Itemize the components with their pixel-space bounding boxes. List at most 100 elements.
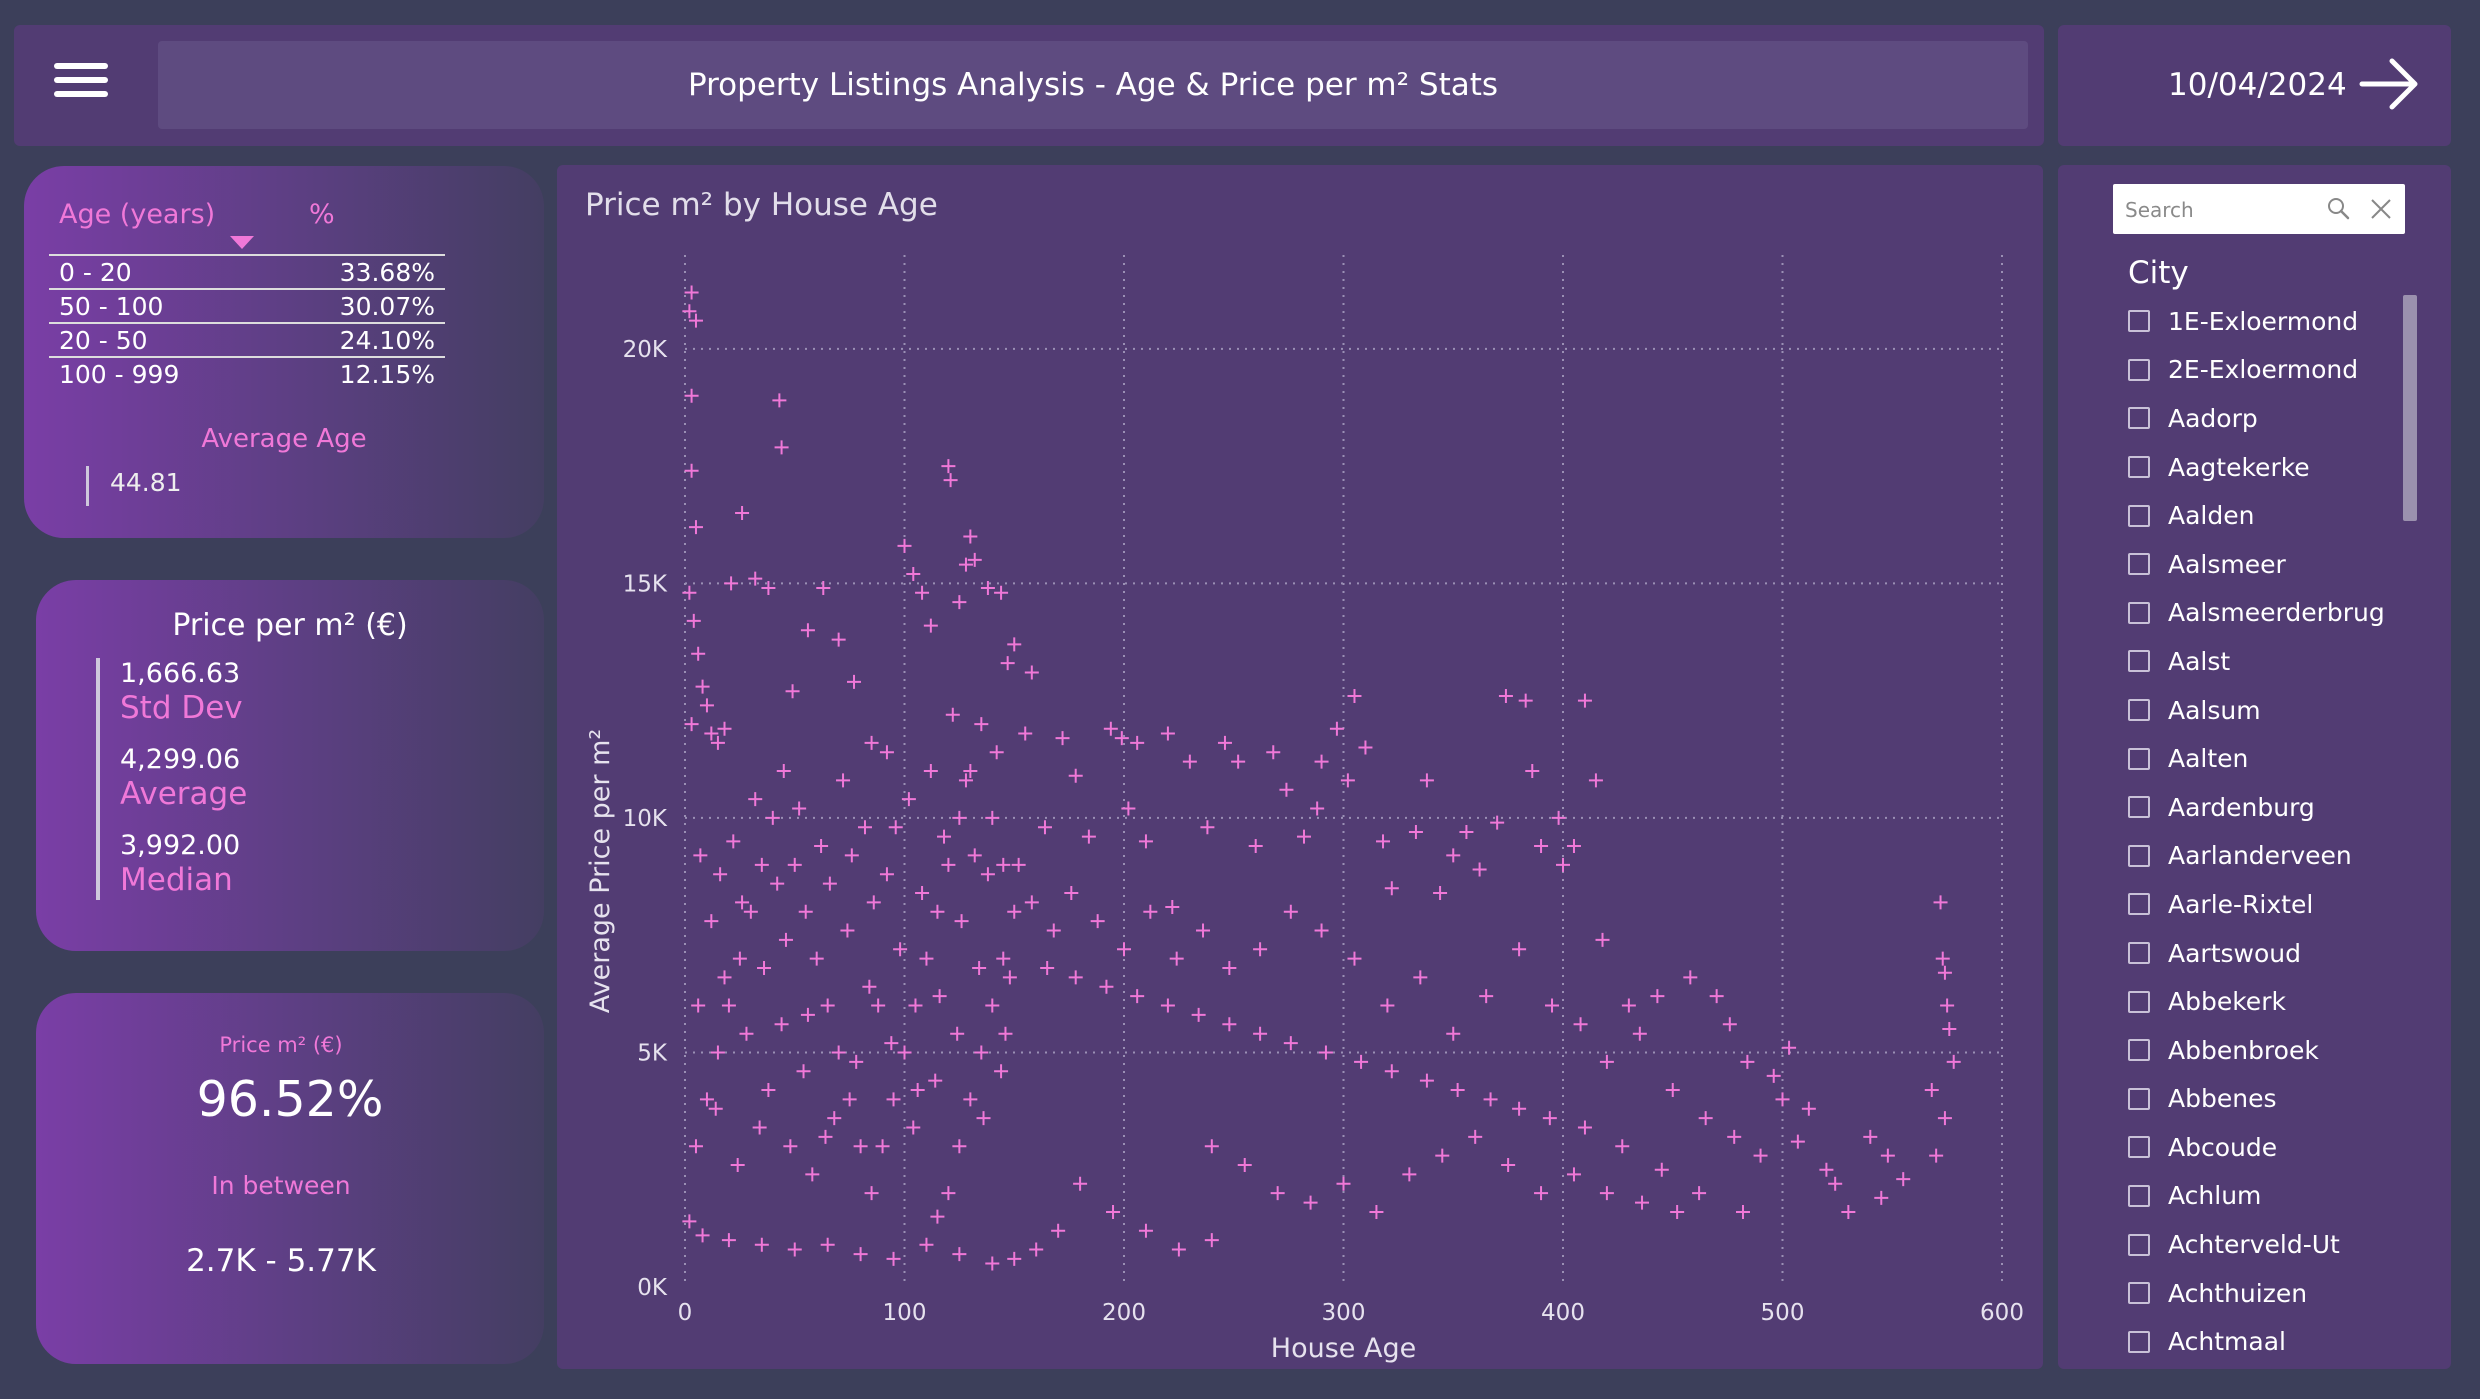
list-item[interactable]: Achtmaal <box>2128 1317 2408 1366</box>
data-point[interactable] <box>748 792 763 807</box>
data-point[interactable] <box>1160 998 1175 1013</box>
data-point[interactable] <box>952 810 967 825</box>
data-point[interactable] <box>827 1111 842 1126</box>
data-point[interactable] <box>1880 1148 1895 1163</box>
data-point[interactable] <box>980 867 995 882</box>
data-point[interactable] <box>1419 1073 1434 1088</box>
data-point[interactable] <box>853 1247 868 1262</box>
data-point[interactable] <box>994 585 1009 600</box>
data-point[interactable] <box>1937 1111 1952 1126</box>
data-point[interactable] <box>1446 1026 1461 1041</box>
data-point[interactable] <box>875 1139 890 1154</box>
data-point[interactable] <box>1775 1092 1790 1107</box>
data-point[interactable] <box>1121 801 1136 816</box>
data-point[interactable] <box>1479 989 1494 1004</box>
list-item[interactable]: Abbekerk <box>2128 977 2408 1026</box>
data-point[interactable] <box>1621 998 1636 1013</box>
data-point[interactable] <box>1143 904 1158 919</box>
data-point[interactable] <box>908 998 923 1013</box>
data-point[interactable] <box>842 1092 857 1107</box>
data-point[interactable] <box>682 304 697 319</box>
data-point[interactable] <box>1029 1242 1044 1257</box>
data-point[interactable] <box>1283 1036 1298 1051</box>
data-point[interactable] <box>1171 1242 1186 1257</box>
data-point[interactable] <box>930 1209 945 1224</box>
data-point[interactable] <box>1007 1251 1022 1266</box>
data-point[interactable] <box>1599 1054 1614 1069</box>
search-input[interactable] <box>2113 184 2327 236</box>
data-point[interactable] <box>1024 665 1039 680</box>
table-row[interactable]: 0 - 20 33.68% <box>49 254 445 288</box>
data-point[interactable] <box>710 1045 725 1060</box>
data-point[interactable] <box>787 1242 802 1257</box>
data-point[interactable] <box>730 1158 745 1173</box>
data-point[interactable] <box>864 735 879 750</box>
data-point[interactable] <box>1896 1172 1911 1187</box>
data-point[interactable] <box>1542 1111 1557 1126</box>
data-point[interactable] <box>1940 998 1955 1013</box>
checkbox[interactable] <box>2128 747 2150 770</box>
data-point[interactable] <box>1222 961 1237 976</box>
data-point[interactable] <box>963 1092 978 1107</box>
checkbox[interactable] <box>2128 553 2150 576</box>
data-point[interactable] <box>1433 885 1448 900</box>
data-point[interactable] <box>996 951 1011 966</box>
data-point[interactable] <box>1222 1017 1237 1032</box>
data-point[interactable] <box>724 576 739 591</box>
data-point[interactable] <box>930 904 945 919</box>
data-point[interactable] <box>1534 839 1549 854</box>
checkbox[interactable] <box>2128 601 2150 624</box>
data-point[interactable] <box>847 674 862 689</box>
data-point[interactable] <box>684 388 699 403</box>
checkbox[interactable] <box>2128 1282 2150 1305</box>
data-point[interactable] <box>1446 848 1461 863</box>
data-point[interactable] <box>1518 693 1533 708</box>
checkbox[interactable] <box>2128 1184 2150 1207</box>
data-point[interactable] <box>1336 1176 1351 1191</box>
data-point[interactable] <box>693 848 708 863</box>
data-point[interactable] <box>996 857 1011 872</box>
age-column-header[interactable]: Age (years) <box>59 199 216 230</box>
data-point[interactable] <box>1468 1129 1483 1144</box>
data-point[interactable] <box>713 867 728 882</box>
table-row[interactable]: 20 - 50 24.10% <box>49 322 445 356</box>
data-point[interactable] <box>1683 970 1698 985</box>
data-point[interactable] <box>919 951 934 966</box>
data-point[interactable] <box>684 717 699 732</box>
data-point[interactable] <box>1670 1204 1685 1219</box>
data-point[interactable] <box>1024 895 1039 910</box>
checkbox[interactable] <box>2128 844 2150 867</box>
data-point[interactable] <box>1615 1139 1630 1154</box>
data-point[interactable] <box>1347 951 1362 966</box>
data-point[interactable] <box>963 764 978 778</box>
data-point[interactable] <box>1329 721 1344 736</box>
data-point[interactable] <box>1046 923 1061 938</box>
data-point[interactable] <box>761 581 776 596</box>
data-point[interactable] <box>1068 970 1083 985</box>
data-point[interactable] <box>1753 1148 1768 1163</box>
data-point[interactable] <box>1283 904 1298 919</box>
data-point[interactable] <box>1266 745 1281 760</box>
data-point[interactable] <box>1599 1186 1614 1201</box>
data-point[interactable] <box>1692 1186 1707 1201</box>
data-point[interactable] <box>1566 839 1581 854</box>
data-point[interactable] <box>1114 731 1129 746</box>
data-point[interactable] <box>1138 834 1153 849</box>
data-point[interactable] <box>1929 1148 1944 1163</box>
data-point[interactable] <box>866 895 881 910</box>
data-point[interactable] <box>1169 951 1184 966</box>
data-point[interactable] <box>1577 1120 1592 1135</box>
data-point[interactable] <box>1937 965 1952 980</box>
list-item[interactable]: Aalst <box>2128 637 2408 686</box>
data-point[interactable] <box>1512 1101 1527 1116</box>
checkbox[interactable] <box>2128 456 2150 479</box>
data-point[interactable] <box>1525 764 1540 778</box>
data-point[interactable] <box>704 726 719 741</box>
data-point[interactable] <box>1000 656 1015 671</box>
arrow-right-icon[interactable] <box>2358 53 2420 115</box>
data-point[interactable] <box>840 923 855 938</box>
data-point[interactable] <box>1512 942 1527 957</box>
data-point[interactable] <box>822 876 837 891</box>
list-item[interactable]: Abbenes <box>2128 1075 2408 1124</box>
data-point[interactable] <box>739 1026 754 1041</box>
